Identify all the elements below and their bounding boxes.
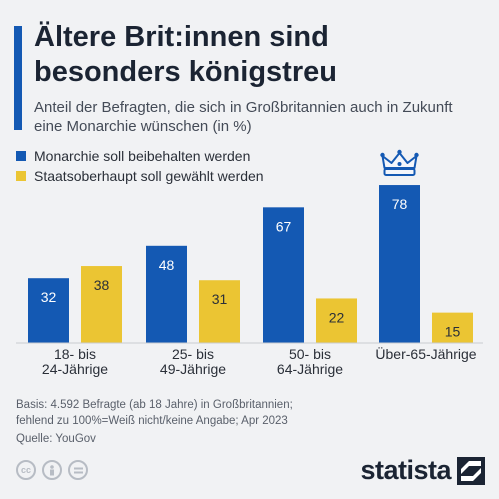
- brand-name: statista: [360, 455, 451, 485]
- title-accent-bar: [14, 26, 22, 130]
- category-label-50-64-line1: 50- bis: [289, 346, 331, 362]
- category-label-18-24-line1: 18- bis: [54, 346, 96, 362]
- value-label-elect-50-64: 22: [329, 309, 345, 325]
- value-label-elect-18-24: 38: [94, 277, 110, 293]
- bar-elect-25-49: [199, 280, 240, 343]
- legend-label-elect: Staatsoberhaupt soll gewählt werden: [34, 168, 264, 184]
- crown-body: [381, 152, 418, 169]
- category-label-50-64-line2: 64-Jährige: [277, 361, 343, 377]
- crown-gem: [397, 162, 402, 166]
- footnote-missing: fehlend zu 100%=Weiß nicht/keine Angabe;…: [16, 415, 288, 427]
- category-label-65plus: Über-65-Jährige: [375, 345, 476, 362]
- person-icon[interactable]: [42, 460, 62, 480]
- legend-label-keep: Monarchie soll beibehalten werden: [34, 148, 251, 164]
- bar-keep-18-24: [28, 278, 69, 343]
- bar-keep-65plus: [379, 185, 420, 343]
- footnote-basis: Basis: 4.592 Befragte (ab 18 Jahre) in G…: [16, 399, 293, 411]
- value-label-keep-65plus: 78: [392, 196, 408, 212]
- bar-elect-18-24: [81, 266, 122, 343]
- bar-elect-50-64: [316, 298, 357, 343]
- chart-subtitle: Anteil der Befragten, die sich in Großbr…: [34, 99, 453, 135]
- crown-icon: [380, 149, 419, 176]
- value-label-keep-18-24: 32: [41, 289, 57, 305]
- bar-keep-50-64: [263, 207, 304, 343]
- crown-jewel-center: [397, 149, 402, 155]
- value-label-keep-25-49: 48: [159, 257, 175, 273]
- value-label-elect-65plus: 15: [445, 324, 461, 340]
- crown-jewel-left: [380, 152, 385, 158]
- footnote-source: Quelle: YouGov: [16, 433, 96, 445]
- legend-item-elect: Staatsoberhaupt soll gewählt werden: [16, 166, 264, 186]
- value-label-keep-50-64: 67: [276, 218, 292, 234]
- bar-keep-25-49: [146, 245, 187, 343]
- footnotes: Basis: 4.592 Befragte (ab 18 Jahre) in G…: [16, 397, 293, 447]
- legend-swatch-keep: [16, 151, 26, 161]
- category-label-25-49-line2: 49-Jährige: [160, 361, 226, 377]
- legend-item-keep: Monarchie soll beibehalten werden: [16, 146, 264, 166]
- cc-icon[interactable]: cc: [16, 460, 36, 480]
- statista-logo-icon: [457, 456, 485, 485]
- crown-jewel-right: [414, 152, 419, 158]
- statista-logo[interactable]: statista: [360, 455, 485, 486]
- equals-icon[interactable]: [68, 460, 88, 480]
- category-label-18-24-line2: 24-Jährige: [42, 361, 108, 377]
- legend: Monarchie soll beibehalten werden Staats…: [16, 146, 264, 186]
- crown-band: [383, 168, 416, 176]
- bar-elect-65plus: [432, 312, 473, 343]
- category-label-25-49-line1: 25- bis: [172, 346, 214, 362]
- chart-title: Ältere Brit:innen sind besonders königst…: [34, 21, 337, 88]
- legend-swatch-elect: [16, 171, 26, 181]
- license-icons: cc: [16, 460, 88, 480]
- value-label-elect-25-49: 31: [212, 291, 228, 307]
